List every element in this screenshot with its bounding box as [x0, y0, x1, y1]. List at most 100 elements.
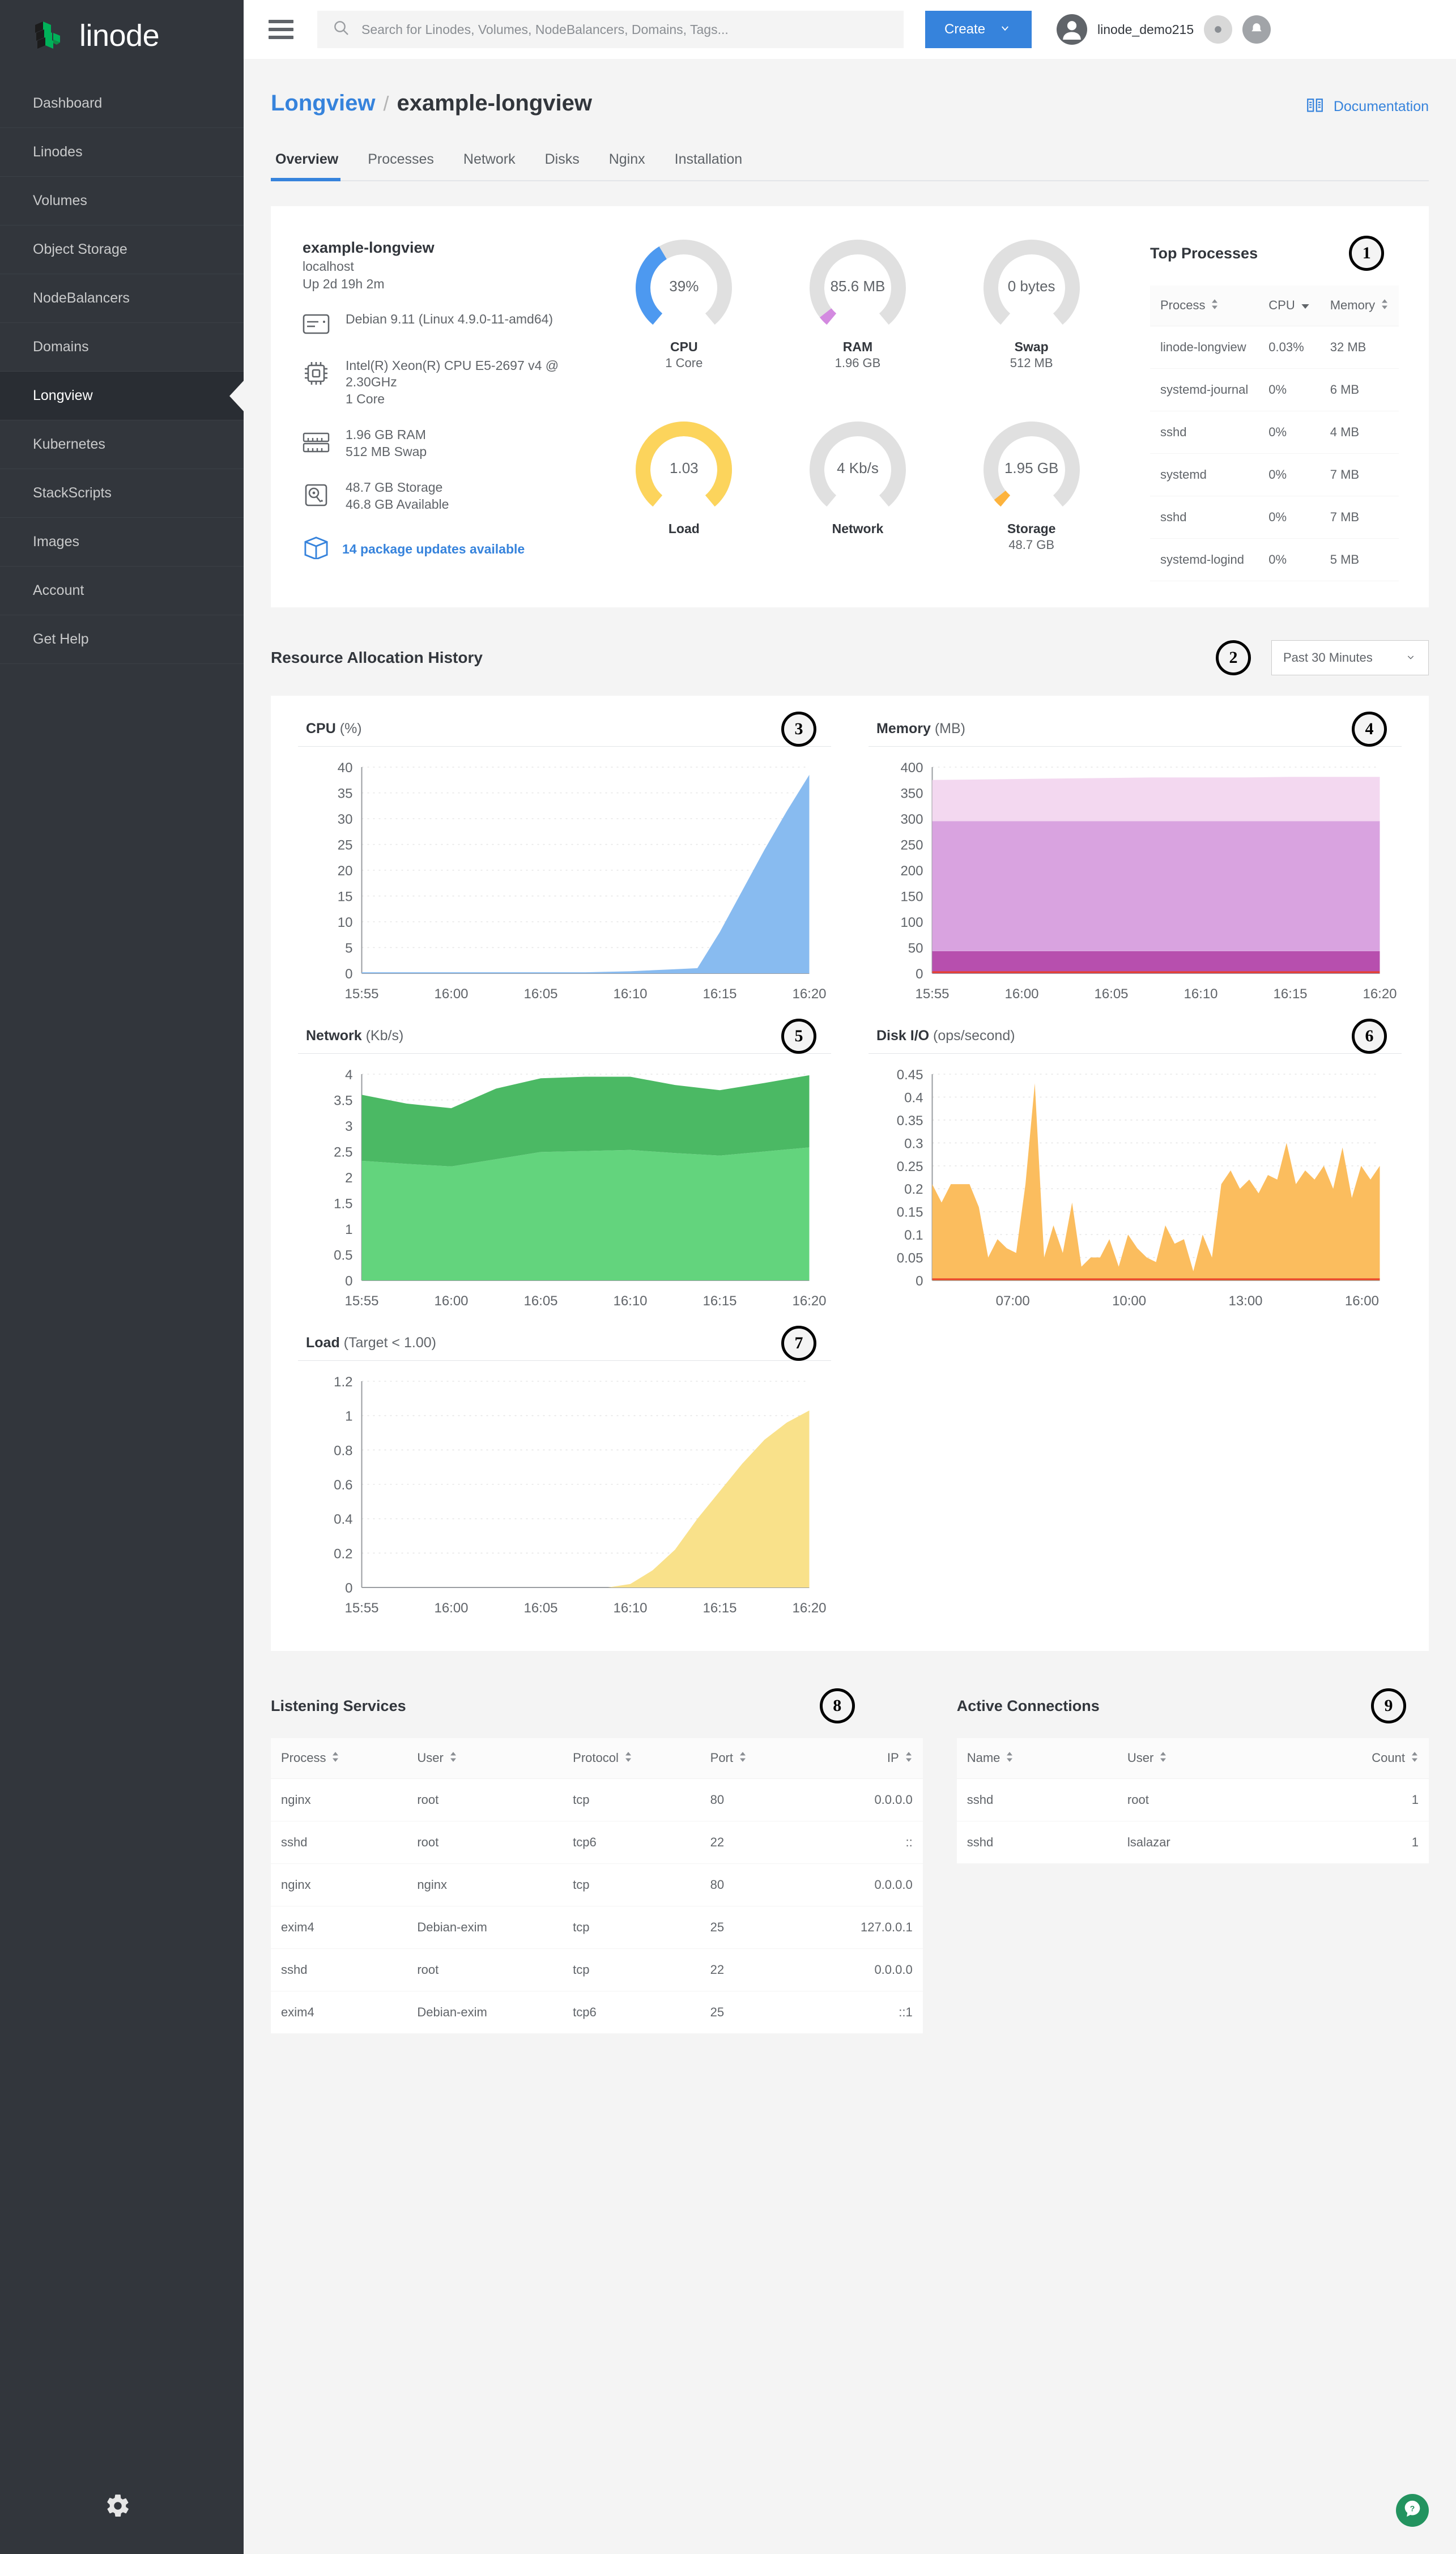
documentation-link[interactable]: Documentation — [1305, 91, 1429, 118]
column-header-name[interactable]: Name — [956, 1738, 1117, 1780]
community-icon[interactable] — [1204, 15, 1233, 44]
gauge-label: CPU — [670, 339, 698, 354]
table-cell: 0% — [1258, 453, 1320, 497]
system-cpu-block: Intel(R) Xeon(R) CPU E5-2697 v4 @ 2.30GH… — [346, 357, 597, 407]
gear-icon[interactable] — [105, 2493, 131, 2519]
table-row[interactable]: sshd 0% 7 MB — [1150, 496, 1399, 539]
table-row[interactable]: sshd root 1 — [956, 1778, 1429, 1822]
tab-overview[interactable]: Overview — [271, 151, 353, 181]
svg-text:16:20: 16:20 — [792, 1293, 826, 1309]
system-available: 46.8 GB Available — [346, 496, 449, 512]
sidebar-item-stackscripts[interactable]: StackScripts — [0, 469, 244, 518]
callout-badge-8: 8 — [819, 1688, 855, 1724]
table-row[interactable]: sshd root tcp 22 0.0.0.0 — [271, 1948, 923, 1992]
column-header-process[interactable]: Process — [271, 1738, 407, 1780]
tab-disks[interactable]: Disks — [530, 151, 594, 180]
table-cell: Debian-exim — [407, 1906, 563, 1949]
chart-title: Network (Kb/s) — [306, 1028, 403, 1044]
package-updates-row[interactable]: 14 package updates available — [303, 535, 597, 563]
table-row[interactable]: sshd lsalazar 1 — [956, 1821, 1429, 1865]
table-row[interactable]: nginx root tcp 80 0.0.0.0 — [271, 1778, 923, 1822]
sidebar-item-dashboard[interactable]: Dashboard — [0, 79, 244, 128]
column-header-protocol[interactable]: Protocol — [563, 1738, 700, 1780]
table-row[interactable]: sshd 0% 4 MB — [1150, 411, 1399, 454]
sidebar-item-get-help[interactable]: Get Help — [0, 615, 244, 664]
sort-arrows-icon — [1301, 299, 1310, 313]
hamburger-menu-icon[interactable] — [269, 20, 293, 39]
column-header-ip[interactable]: IP — [798, 1738, 923, 1780]
svg-text:16:00: 16:00 — [434, 1600, 468, 1616]
sort-arrows-icon — [905, 1751, 913, 1766]
table-row[interactable]: linode-longview 0.03% 32 MB — [1150, 326, 1399, 369]
table-cell: 0.0.0.0 — [798, 1863, 923, 1907]
table-row[interactable]: systemd-logind 0% 5 MB — [1150, 538, 1399, 582]
sidebar: linode Dashboard Linodes Volumes Object Sto… — [0, 0, 244, 2554]
username-label: linode_demo215 — [1097, 22, 1194, 37]
linode-logo-icon — [32, 18, 67, 53]
svg-text:0: 0 — [916, 967, 923, 982]
column-header-user[interactable]: User — [407, 1738, 563, 1780]
svg-text:16:10: 16:10 — [613, 1600, 647, 1616]
sidebar-item-longview[interactable]: Longview — [0, 372, 244, 420]
tab-network[interactable]: Network — [449, 151, 530, 180]
listening-services-title: Listening Services — [271, 1697, 406, 1714]
create-button[interactable]: Create — [925, 11, 1032, 48]
gauge-storage: 1.95 GB Storage 48.7 GB — [944, 419, 1118, 581]
table-header-row: Process User Protocol Port IP — [271, 1738, 923, 1780]
table-cell: 0% — [1258, 368, 1320, 412]
column-header-port[interactable]: Port — [700, 1738, 798, 1780]
svg-text:350: 350 — [900, 786, 923, 802]
tab-installation[interactable]: Installation — [660, 151, 757, 180]
svg-text:40: 40 — [338, 760, 353, 776]
package-updates-link[interactable]: 14 package updates available — [342, 541, 525, 556]
svg-text:0.15: 0.15 — [897, 1205, 923, 1220]
table-row[interactable]: systemd 0% 7 MB — [1150, 453, 1399, 497]
active-connections-header: Active Connections 9 — [957, 1688, 1429, 1724]
table-cell: 22 — [700, 1948, 798, 1992]
table-cell: 80 — [700, 1863, 798, 1907]
column-header-label: Process — [281, 1751, 326, 1765]
svg-text:0.8: 0.8 — [334, 1444, 352, 1459]
sidebar-item-linodes[interactable]: Linodes — [0, 128, 244, 177]
sidebar-item-volumes[interactable]: Volumes — [0, 177, 244, 225]
table-row[interactable]: exim4 Debian-exim tcp 25 127.0.0.1 — [271, 1906, 923, 1949]
help-button[interactable]: ? — [1396, 2494, 1429, 2527]
bell-icon[interactable] — [1242, 15, 1271, 44]
table-cell: tcp6 — [563, 1821, 700, 1865]
sidebar-item-kubernetes[interactable]: Kubernetes — [0, 420, 244, 469]
table-row[interactable]: systemd-journal 0% 6 MB — [1150, 368, 1399, 412]
svg-text:200: 200 — [900, 863, 923, 879]
chart-plot: 0 0.05 0.1 0.15 0.2 0.25 0.3 0.35 0.4 0.45 07:00 10… — [869, 1054, 1402, 1319]
sidebar-item-images[interactable]: Images — [0, 518, 244, 567]
brand-logo[interactable]: linode — [0, 0, 244, 79]
svg-text:2.5: 2.5 — [334, 1145, 352, 1160]
gauge-load: 1.03 Load — [597, 419, 771, 581]
svg-text:4: 4 — [345, 1067, 352, 1083]
column-header-count[interactable]: Count — [1268, 1738, 1429, 1780]
column-header-process[interactable]: Process — [1150, 286, 1259, 327]
column-header-memory[interactable]: Memory — [1319, 286, 1399, 327]
tab-nginx[interactable]: Nginx — [594, 151, 660, 180]
table-cell: systemd-journal — [1150, 368, 1259, 412]
system-memory-block: 1.96 GB RAM 512 MB Swap — [346, 427, 427, 460]
time-range-select[interactable]: Past 30 Minutes — [1271, 640, 1429, 676]
user-menu[interactable]: linode_demo215 — [1057, 14, 1271, 45]
sidebar-item-nodebalancers[interactable]: NodeBalancers — [0, 274, 244, 323]
tab-processes[interactable]: Processes — [353, 151, 449, 180]
breadcrumb-parent-link[interactable]: Longview — [271, 91, 376, 116]
sidebar-item-domains[interactable]: Domains — [0, 323, 244, 372]
sidebar-item-account[interactable]: Account — [0, 567, 244, 615]
table-row[interactable]: sshd root tcp6 22:: — [271, 1821, 923, 1865]
svg-text:3: 3 — [345, 1119, 352, 1134]
table-row[interactable]: exim4 Debian-exim tcp6 25::1 — [271, 1991, 923, 2034]
table-row[interactable]: nginx nginx tcp 80 0.0.0.0 — [271, 1863, 923, 1907]
column-header-cpu[interactable]: CPU — [1258, 286, 1320, 327]
svg-text:400: 400 — [900, 760, 923, 776]
column-header-user[interactable]: User — [1117, 1738, 1268, 1780]
table-cell: :: — [798, 1821, 923, 1865]
resource-history-controls: 2 Past 30 Minutes — [1216, 640, 1429, 676]
search-input[interactable]: Search for Linodes, Volumes, NodeBalance… — [317, 11, 904, 48]
sidebar-item-object-storage[interactable]: Object Storage — [0, 225, 244, 274]
svg-text:16:20: 16:20 — [792, 986, 826, 1002]
